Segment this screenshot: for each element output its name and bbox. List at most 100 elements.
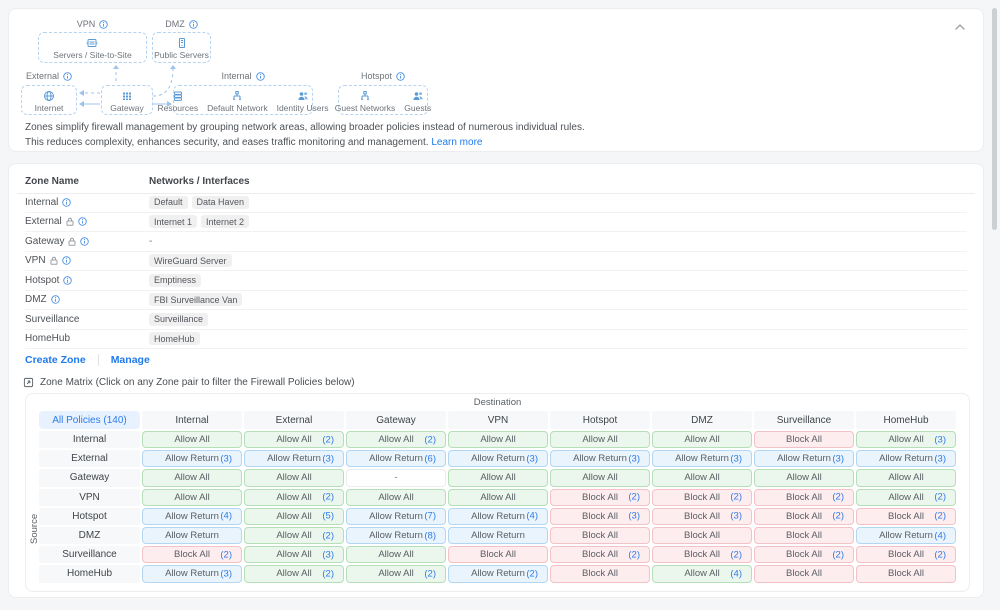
- policy-chip-allow[interactable]: Allow All(2): [856, 489, 956, 506]
- policy-chip-block[interactable]: Block All(2): [754, 546, 854, 563]
- policy-chip-return[interactable]: Allow Return(2): [448, 565, 548, 582]
- policy-chip-return[interactable]: Allow Return(7): [346, 508, 446, 525]
- info-icon[interactable]: [99, 20, 108, 29]
- policy-chip-allow[interactable]: Allow All(2): [346, 431, 446, 448]
- policy-chip-block[interactable]: Block All(2): [550, 489, 650, 506]
- info-icon[interactable]: [62, 256, 71, 265]
- policy-label: Allow Return: [369, 511, 423, 522]
- matrix-cell-external-internal: Allow Return(3): [141, 449, 243, 468]
- policy-chip-allow[interactable]: Allow All: [856, 469, 956, 486]
- learn-more-link[interactable]: Learn more: [431, 137, 482, 148]
- info-icon[interactable]: [189, 20, 198, 29]
- info-icon[interactable]: [256, 72, 265, 81]
- matrix-cell-vpn-external: Allow All(2): [243, 488, 345, 507]
- policy-chip-allow[interactable]: Allow All: [754, 469, 854, 486]
- policy-chip-return[interactable]: Allow Return(6): [346, 450, 446, 467]
- policy-chip-block[interactable]: Block All: [754, 565, 854, 582]
- policy-label: Allow Return: [471, 511, 525, 522]
- info-icon[interactable]: [63, 72, 72, 81]
- policy-chip-allow[interactable]: Allow All: [448, 489, 548, 506]
- info-icon[interactable]: [51, 295, 60, 304]
- matrix-cell-vpn-surveillance: Block All(2): [753, 488, 855, 507]
- matrix-source-label: Internal: [39, 431, 140, 448]
- policy-chip-return[interactable]: Allow Return(4): [448, 508, 548, 525]
- create-zone-button[interactable]: Create Zone: [25, 354, 86, 366]
- info-icon[interactable]: [78, 217, 87, 226]
- policy-chip-none[interactable]: -: [346, 469, 446, 486]
- policy-chip-allow[interactable]: Allow All(2): [346, 565, 446, 582]
- policy-chip-block[interactable]: Block All(2): [856, 546, 956, 563]
- info-icon[interactable]: [396, 72, 405, 81]
- policy-chip-return[interactable]: Allow Return(3): [652, 450, 752, 467]
- policy-chip-return[interactable]: Allow Return(3): [244, 450, 344, 467]
- policy-chip-block[interactable]: Block All(3): [550, 508, 650, 525]
- policy-chip-allow[interactable]: Allow All: [448, 431, 548, 448]
- policy-chip-allow[interactable]: Allow All(2): [244, 565, 344, 582]
- manage-button[interactable]: Manage: [111, 354, 150, 366]
- policy-chip-return[interactable]: Allow Return(3): [448, 450, 548, 467]
- policy-chip-allow[interactable]: Allow All(2): [244, 527, 344, 544]
- policy-label: Block All: [888, 511, 924, 522]
- policy-chip-block[interactable]: Block All(2): [754, 489, 854, 506]
- policy-chip-block[interactable]: Block All(2): [652, 546, 752, 563]
- zone-name: Internal: [25, 197, 58, 208]
- policy-chip-allow[interactable]: Allow All(2): [244, 489, 344, 506]
- policy-chip-return[interactable]: Allow Return: [448, 527, 548, 544]
- policy-chip-allow[interactable]: Allow All: [142, 431, 242, 448]
- info-icon[interactable]: [63, 276, 72, 285]
- policy-chip-allow[interactable]: Allow All(2): [244, 431, 344, 448]
- policy-chip-block[interactable]: Block All(2): [856, 508, 956, 525]
- policy-chip-block[interactable]: Block All: [550, 527, 650, 544]
- vertical-scrollbar[interactable]: [992, 8, 997, 230]
- policy-label: Block All: [684, 549, 720, 560]
- policy-chip-allow[interactable]: Allow All: [346, 489, 446, 506]
- policy-chip-block[interactable]: Block All: [550, 565, 650, 582]
- policy-count: (2): [832, 549, 844, 560]
- networks-column-header: Networks / Interfaces: [149, 176, 250, 193]
- policy-chip-allow[interactable]: Allow All: [346, 546, 446, 563]
- policy-chip-allow[interactable]: Allow All: [652, 469, 752, 486]
- policy-chip-allow[interactable]: Allow All: [550, 469, 650, 486]
- policy-chip-allow[interactable]: Allow All: [448, 469, 548, 486]
- policy-chip-block[interactable]: Block All: [856, 565, 956, 582]
- policy-chip-block[interactable]: Block All(2): [652, 489, 752, 506]
- policy-chip-allow[interactable]: Allow All: [244, 469, 344, 486]
- policy-chip-allow[interactable]: Allow All(4): [652, 565, 752, 582]
- policy-chip-return[interactable]: Allow Return(3): [754, 450, 854, 467]
- info-icon[interactable]: [62, 198, 71, 207]
- policy-chip-return[interactable]: Allow Return(4): [142, 508, 242, 525]
- policy-chip-allow[interactable]: Allow All: [550, 431, 650, 448]
- collapse-chevron-up-icon[interactable]: [953, 21, 967, 33]
- zones-description: Zones simplify firewall management by gr…: [25, 121, 585, 150]
- policy-chip-return[interactable]: Allow Return(8): [346, 527, 446, 544]
- policy-chip-block[interactable]: Block All(2): [142, 546, 242, 563]
- policy-chip-allow[interactable]: Allow All: [142, 489, 242, 506]
- policy-chip-return[interactable]: Allow Return(4): [856, 527, 956, 544]
- policy-chip-return[interactable]: Allow Return(3): [856, 450, 956, 467]
- policy-chip-allow[interactable]: Allow All: [652, 431, 752, 448]
- zone-networks-cell: Surveillance: [149, 313, 208, 326]
- policy-count: (2): [934, 492, 946, 503]
- policy-label: Allow All: [174, 492, 209, 503]
- policy-chip-allow[interactable]: Allow All(3): [856, 431, 956, 448]
- info-icon[interactable]: [80, 237, 89, 246]
- policy-chip-return[interactable]: Allow Return(3): [142, 450, 242, 467]
- policy-chip-block[interactable]: Block All: [754, 527, 854, 544]
- policy-chip-return[interactable]: Allow Return(3): [550, 450, 650, 467]
- matrix-source-label: Gateway: [39, 469, 140, 486]
- policy-chip-return[interactable]: Allow Return(3): [142, 565, 242, 582]
- policy-chip-allow[interactable]: Allow All(5): [244, 508, 344, 525]
- policy-chip-block[interactable]: Block All: [448, 546, 548, 563]
- network-chip: Emptiness: [149, 274, 201, 287]
- policy-count: (7): [424, 511, 436, 522]
- policy-chip-block[interactable]: Block All(3): [652, 508, 752, 525]
- policy-chip-return[interactable]: Allow Return: [142, 527, 242, 544]
- policy-chip-block[interactable]: Block All: [652, 527, 752, 544]
- policy-chip-allow[interactable]: Allow All(3): [244, 546, 344, 563]
- policy-label: Allow Return: [165, 568, 219, 579]
- policy-chip-block[interactable]: Block All: [754, 431, 854, 448]
- policy-chip-block[interactable]: Block All(2): [550, 546, 650, 563]
- policy-chip-allow[interactable]: Allow All: [142, 469, 242, 486]
- all-policies-button[interactable]: All Policies (140): [39, 411, 140, 429]
- policy-chip-block[interactable]: Block All(2): [754, 508, 854, 525]
